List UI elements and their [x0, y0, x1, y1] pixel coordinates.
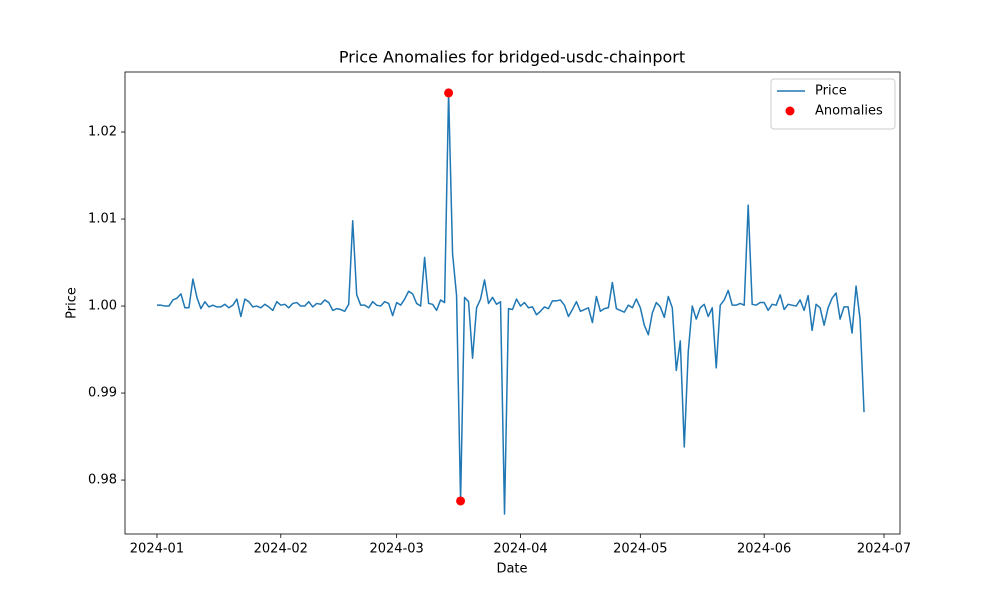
y-tick-label: 0.98 [88, 473, 117, 488]
y-tick-label: 1.02 [88, 125, 117, 140]
x-tick-label: 2024-07 [857, 542, 911, 557]
x-tick-label: 2024-01 [130, 542, 184, 557]
x-tick-label: 2024-06 [737, 542, 791, 557]
x-tick-label: 2024-02 [254, 542, 308, 557]
x-axis-label: Date [496, 562, 527, 577]
x-tick-label: 2024-04 [493, 542, 547, 557]
y-tick-label: 0.99 [88, 386, 117, 401]
legend-label: Anomalies [815, 104, 883, 119]
y-axis-label: Price [65, 287, 80, 319]
legend-label: Price [815, 84, 847, 99]
x-tick-label: 2024-03 [369, 542, 423, 557]
y-tick-label: 1.00 [88, 299, 117, 314]
legend-marker [785, 106, 795, 116]
plot-frame [124, 71, 901, 535]
price-line [156, 92, 865, 515]
anomaly-point [444, 88, 454, 98]
y-tick-label: 1.01 [88, 212, 117, 227]
chart-title: Price Anomalies for bridged-usdc-chainpo… [339, 48, 685, 67]
x-tick-label: 2024-05 [613, 542, 667, 557]
anomaly-point [456, 496, 466, 506]
